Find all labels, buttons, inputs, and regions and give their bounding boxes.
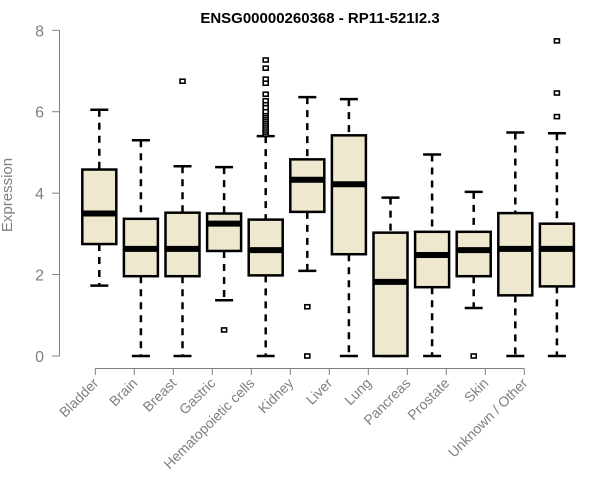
outlier-point bbox=[262, 57, 270, 63]
outlier-point bbox=[262, 76, 270, 82]
box-lung bbox=[372, 196, 409, 358]
box-kidney bbox=[289, 95, 326, 359]
y-tick-label: 4 bbox=[35, 186, 44, 203]
outlier-point bbox=[470, 353, 478, 359]
outlier-point bbox=[262, 65, 270, 71]
outlier-point bbox=[553, 90, 561, 96]
outlier-point bbox=[553, 113, 561, 120]
x-tick-label: Prostate bbox=[404, 375, 452, 423]
x-tick-label: Bladder bbox=[56, 375, 102, 421]
x-tick-label: Lung bbox=[341, 375, 374, 408]
chart-title: ENSG00000260368 - RP11-521I2.3 bbox=[200, 10, 439, 27]
y-axis-label: Expression bbox=[0, 158, 16, 232]
box-iqr bbox=[289, 158, 326, 214]
x-tick-label: Liver bbox=[303, 375, 336, 408]
y-tick-label: 2 bbox=[35, 268, 44, 285]
box-iqr bbox=[372, 231, 409, 358]
box-iqr bbox=[81, 168, 118, 246]
box-iqr bbox=[538, 222, 576, 288]
outlier-point bbox=[553, 38, 561, 44]
x-tick-label: Breast bbox=[139, 375, 179, 415]
box-iqr bbox=[205, 212, 243, 253]
box-bladder bbox=[81, 108, 118, 287]
box-iqr bbox=[164, 211, 201, 278]
x-tick-label: Kidney bbox=[255, 375, 297, 417]
box-iqr bbox=[497, 211, 534, 297]
box-iqr bbox=[455, 230, 492, 278]
box-hematopoietic-cells bbox=[247, 57, 284, 358]
box-brain bbox=[122, 138, 160, 358]
outlier-point bbox=[220, 327, 228, 333]
box-liver bbox=[330, 97, 368, 358]
box-unknown-other bbox=[538, 38, 576, 358]
box-gastric bbox=[205, 165, 243, 333]
y-tick-label: 0 bbox=[35, 349, 44, 366]
box-skin bbox=[497, 131, 534, 358]
outlier-point bbox=[262, 91, 270, 98]
box-breast bbox=[164, 78, 201, 358]
box-pancreas bbox=[413, 153, 451, 358]
outlier-point bbox=[179, 78, 186, 84]
y-tick-label: 8 bbox=[35, 23, 44, 40]
x-tick-label: Skin bbox=[461, 375, 492, 406]
boxes bbox=[81, 38, 576, 359]
outlier-point bbox=[303, 303, 311, 310]
y-axis: 0 2 4 6 8 bbox=[35, 23, 60, 366]
box-iqr bbox=[330, 134, 368, 256]
box-iqr bbox=[413, 230, 451, 289]
box-prostate bbox=[455, 190, 492, 359]
outlier-point bbox=[262, 97, 270, 104]
outlier-point bbox=[303, 353, 311, 359]
x-tick-label: Brain bbox=[106, 375, 140, 409]
y-tick-label: 6 bbox=[35, 105, 44, 122]
